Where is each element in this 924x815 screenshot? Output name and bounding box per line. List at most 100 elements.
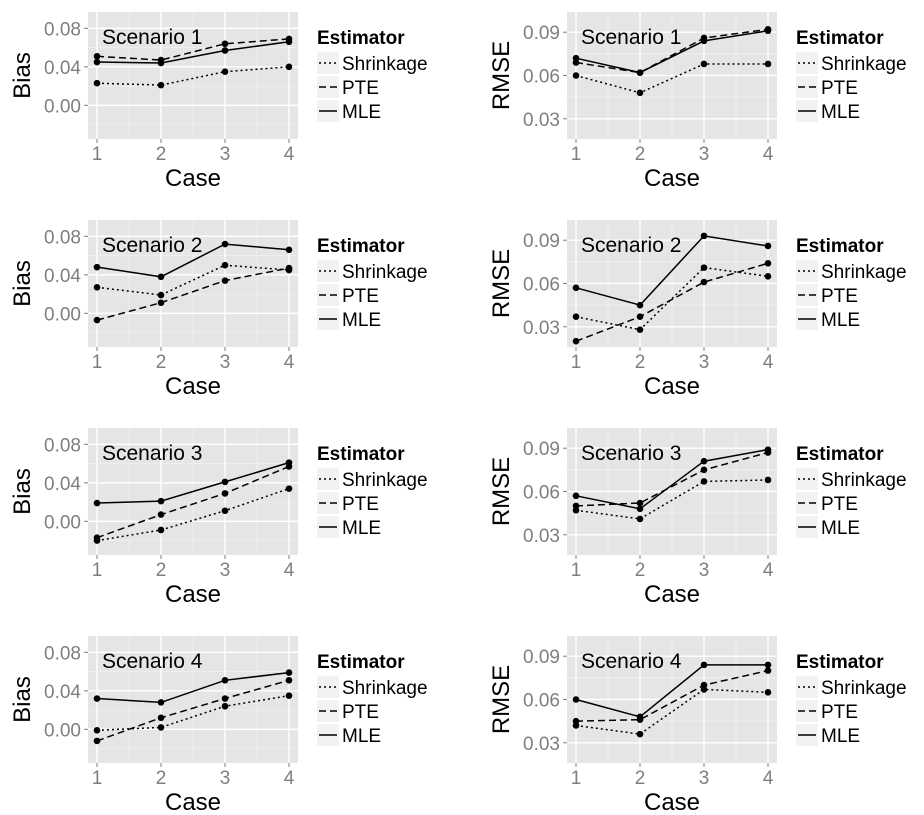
legend-key-background — [796, 284, 818, 306]
series-line-pte — [96, 679, 290, 742]
data-point-shrinkage — [221, 702, 229, 710]
legend-key-background — [796, 676, 818, 698]
legend-label-mle: MLE — [821, 518, 860, 539]
data-point-pte — [572, 337, 580, 345]
legend-label-pte: PTE — [821, 286, 858, 307]
data-point-mle — [764, 242, 772, 250]
data-point-mle — [700, 232, 708, 240]
scenario-annotation: Scenario 1 — [581, 26, 681, 49]
legend-label-pte: PTE — [342, 78, 379, 99]
y-tick-label: 0.00 — [44, 304, 81, 325]
data-point-mle — [93, 263, 101, 271]
data-point-shrinkage — [700, 60, 708, 68]
y-tick-label: 0.04 — [44, 58, 81, 79]
legend-label-shrinkage: Shrinkage — [821, 678, 907, 699]
legend: Estimator Shrinkage PTE MLE — [796, 652, 907, 747]
data-point-pte — [221, 40, 229, 48]
data-point-mle — [764, 446, 772, 453]
y-axis-title: Bias — [9, 260, 36, 307]
y-tick-label: 0.08 — [44, 19, 81, 40]
series-line-shrinkage — [96, 66, 290, 86]
y-tick-label: 0.06 — [523, 483, 560, 504]
legend-label-shrinkage: Shrinkage — [821, 54, 907, 75]
legend-key-background — [317, 52, 339, 74]
data-point-shrinkage — [764, 60, 772, 68]
y-tick-label: 0.04 — [44, 682, 81, 703]
data-point-mle — [157, 273, 165, 281]
data-point-pte — [157, 299, 165, 307]
x-tick-label: 1 — [92, 768, 103, 789]
legend-key-background — [796, 700, 818, 722]
legend-title: Estimator — [796, 236, 884, 257]
legend-key-background — [317, 676, 339, 698]
series-line-mle — [575, 235, 769, 306]
data-point-shrinkage — [764, 272, 772, 280]
legend-label-mle: MLE — [342, 726, 381, 747]
data-point-shrinkage — [93, 79, 101, 87]
legend-title: Estimator — [317, 28, 405, 49]
y-tick-label: 0.08 — [44, 643, 81, 664]
legend-label-pte: PTE — [821, 702, 858, 723]
data-point-mle — [700, 661, 708, 669]
x-tick-label: 1 — [571, 768, 582, 789]
data-point-pte — [93, 316, 101, 324]
series-line-mle — [96, 671, 290, 704]
data-point-pte — [700, 466, 708, 474]
legend: Estimator Shrinkage PTE MLE — [317, 28, 428, 123]
series-line-pte — [96, 465, 290, 539]
scenario-annotation: Scenario 2 — [581, 234, 681, 257]
chart-panel-5: 0.00 0.04 0.08 1 2 3 4 Case Bias Scenario 3 Estima… — [9, 428, 428, 608]
data-point-shrinkage — [285, 692, 293, 699]
data-point-mle — [285, 38, 293, 46]
data-point-mle — [700, 37, 708, 45]
data-point-pte — [285, 264, 293, 272]
data-point-pte — [157, 714, 165, 722]
x-tick-label: 3 — [220, 352, 231, 373]
data-point-shrinkage — [764, 476, 772, 484]
data-point-mle — [93, 695, 101, 702]
data-point-mle — [221, 478, 229, 486]
legend-title: Estimator — [796, 28, 884, 49]
series-line-pte — [575, 28, 769, 74]
data-point-pte — [93, 534, 101, 541]
legend: Estimator Shrinkage PTE MLE — [317, 444, 428, 539]
chart-panel-2: 0.03 0.06 0.09 1 2 3 4 Case RMSE Scenario 1 Estima… — [488, 12, 907, 192]
x-tick-label: 3 — [699, 560, 710, 581]
series-line-mle — [96, 41, 290, 64]
legend-key-background — [796, 52, 818, 74]
x-tick-label: 4 — [284, 144, 295, 165]
data-point-mle — [93, 58, 101, 66]
x-axis-title: Case — [644, 373, 700, 400]
x-tick-label: 1 — [571, 560, 582, 581]
y-tick-label: 0.03 — [523, 734, 560, 755]
x-tick-label: 3 — [220, 560, 231, 581]
x-tick-label: 3 — [220, 768, 231, 789]
x-axis-title: Case — [165, 373, 221, 400]
x-tick-label: 2 — [156, 560, 167, 581]
series-line-pte — [575, 669, 769, 722]
legend-label-pte: PTE — [821, 494, 858, 515]
data-point-mle — [636, 301, 644, 309]
legend-label-shrinkage: Shrinkage — [342, 262, 428, 283]
x-tick-label: 4 — [284, 768, 295, 789]
data-point-mle — [572, 284, 580, 292]
data-point-pte — [93, 52, 101, 60]
data-point-mle — [157, 699, 165, 706]
data-point-shrinkage — [93, 726, 101, 734]
data-point-pte — [700, 278, 708, 286]
data-point-mle — [221, 240, 229, 248]
series-line-pte — [96, 267, 290, 321]
x-tick-label: 4 — [284, 352, 295, 373]
legend-label-pte: PTE — [342, 494, 379, 515]
scenario-annotation: Scenario 4 — [102, 650, 203, 673]
series-line-shrinkage — [96, 487, 290, 542]
y-tick-label: 0.09 — [523, 647, 560, 668]
legend: Estimator Shrinkage PTE MLE — [796, 444, 907, 539]
data-point-mle — [157, 59, 165, 67]
data-point-mle — [285, 669, 293, 676]
data-point-mle — [572, 492, 580, 500]
data-point-mle — [636, 505, 644, 513]
legend: Estimator Shrinkage PTE MLE — [796, 236, 907, 331]
x-tick-label: 2 — [635, 144, 646, 165]
